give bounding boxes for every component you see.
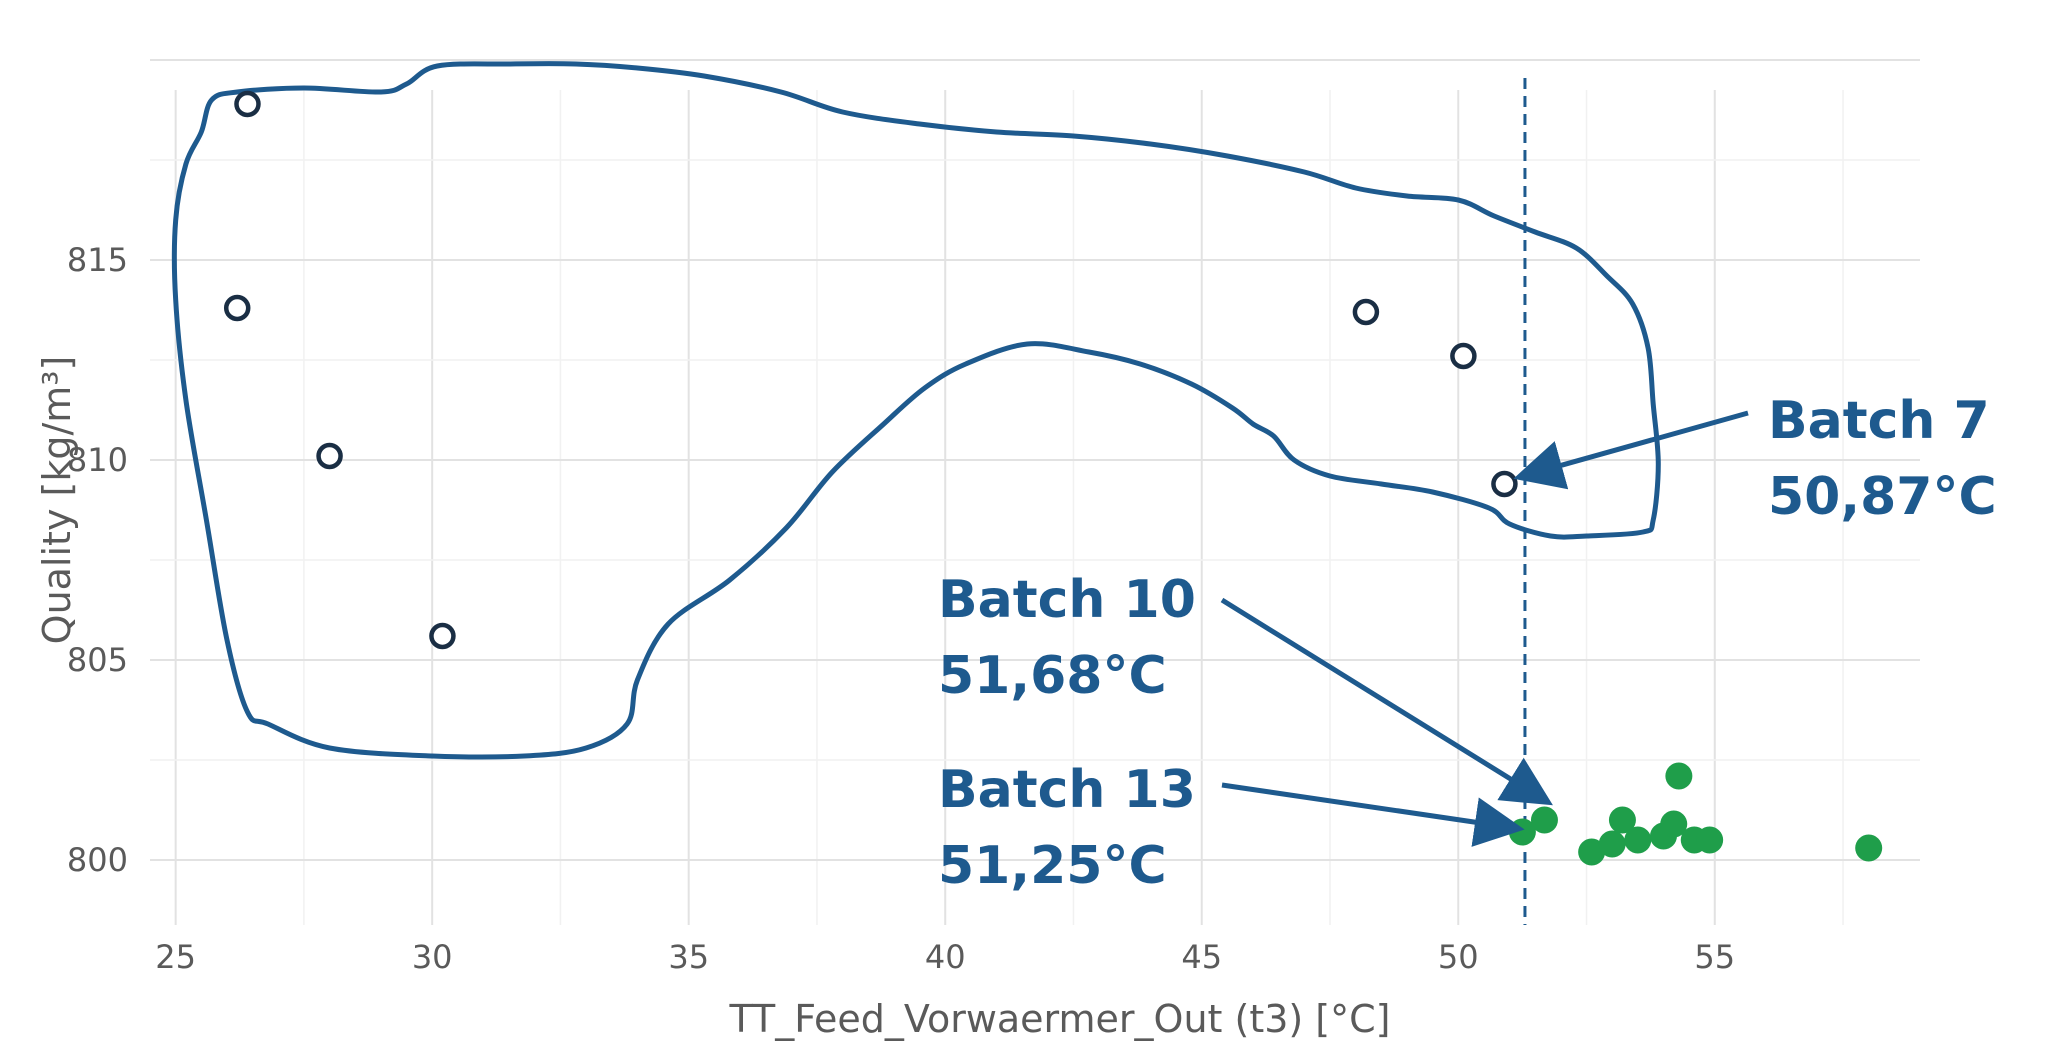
y-tick-label: 800 [67,841,128,879]
annotation-value: 50,87°C [1768,467,1997,527]
operating-boundary [171,61,1661,760]
x-tick-label: 30 [412,938,453,976]
boundary-outline [171,61,1661,760]
axis-ticks: 25 30 35 40 45 50 55 800 805 810 815 [67,241,1735,976]
annotation-arrow [1220,597,1553,806]
x-tick-label: 55 [1694,938,1735,976]
annotation-label: Batch 7 [1768,391,1990,451]
scatter-point-reference [316,442,343,470]
annotation-value: 51,68°C [938,646,1167,706]
x-tick-label: 40 [925,938,966,976]
x-tick-label: 35 [668,938,709,976]
x-tick-label: 45 [1181,938,1222,976]
scatter-point-reference [429,622,456,650]
scatter-point-reference [1450,342,1477,370]
annotation-label: Batch 13 [938,760,1196,820]
scatter-point-batch [1530,806,1558,834]
y-tick-label: 805 [67,641,128,679]
scatter-point-reference [223,294,251,322]
scatter-point-batch [1624,826,1652,854]
annotation-value: 51,25°C [938,836,1167,896]
scatter-point-batch [1665,762,1693,790]
scatter-point-batch [1696,826,1724,854]
annotation-arrow [1513,410,1749,490]
scatter-point-reference [234,90,261,118]
scatter-point-batch [1598,830,1626,858]
annotation-label: Batch 10 [938,570,1196,630]
x-tick-label: 50 [1438,938,1479,976]
data-points [223,90,1883,866]
scatter-point-batch [1660,810,1688,838]
scatter-point-batch [1608,806,1636,834]
y-tick-label: 810 [67,441,128,479]
y-tick-label: 815 [67,241,128,279]
annotations: Batch 7 50,87°C Batch 10 51,68°C Batch 13 51,… [938,391,1997,896]
grid [150,59,1920,925]
scatter-point-reference [1352,298,1380,326]
x-axis-title: TT_Feed_Vorwaermer_Out (t3) [°C] [728,997,1390,1041]
y-axis-title: Quality [kg/m³] [35,356,79,645]
scatter-point-batch [1578,838,1606,866]
scatter-point-reference [1491,470,1518,498]
x-tick-label: 25 [155,938,196,976]
annotation-arrow [1221,782,1525,847]
scatter-point-batch [1855,834,1883,862]
